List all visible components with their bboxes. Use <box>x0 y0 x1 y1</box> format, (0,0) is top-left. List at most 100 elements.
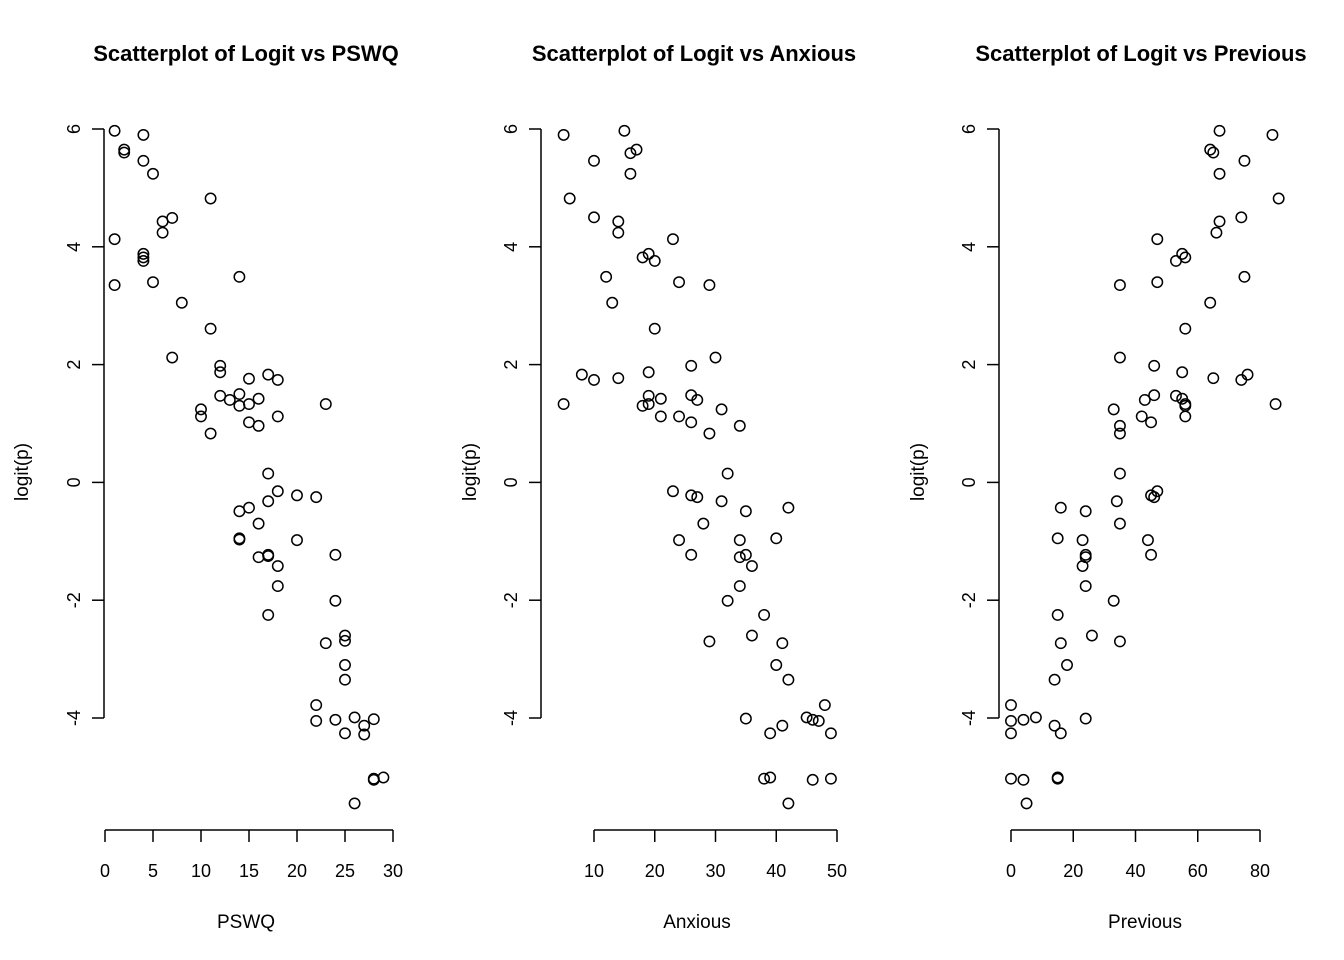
scatter-point <box>600 270 613 283</box>
y-tick-label: -2 <box>501 592 521 608</box>
x-tick-label: 40 <box>766 861 786 881</box>
scatter-point <box>310 491 323 504</box>
scatter-point <box>1005 714 1017 727</box>
data-points <box>108 124 390 810</box>
scatter-point <box>667 485 679 498</box>
scatter-point <box>1207 372 1220 385</box>
scatter-point <box>770 532 783 545</box>
scatter-point <box>1061 659 1073 671</box>
scatter-point <box>1142 534 1154 547</box>
y-tick-label: 2 <box>501 360 521 370</box>
scatter-point <box>1051 608 1064 621</box>
scatter-point <box>1148 359 1161 372</box>
scatter-point <box>782 797 795 810</box>
x-tick-label: 30 <box>383 861 403 881</box>
scatter-point <box>642 247 655 260</box>
scatter-point <box>1176 247 1189 260</box>
scatter-point <box>624 167 637 180</box>
scatter-point <box>252 551 265 564</box>
scatter-point <box>108 233 121 246</box>
scatter-point <box>223 393 236 406</box>
scatter-point <box>1017 773 1030 786</box>
scatter-point <box>673 276 685 289</box>
scatter-point <box>147 167 159 180</box>
scatter-point <box>1204 143 1217 156</box>
scatter-point <box>1204 296 1217 309</box>
scatter-point <box>1020 797 1033 810</box>
scatter-point <box>214 359 227 372</box>
scatter-point <box>1170 389 1182 402</box>
y-axis-label: logit(p) <box>908 443 929 501</box>
scatter-point <box>721 467 734 480</box>
scatter-point <box>195 410 207 423</box>
scatter-point <box>733 534 746 547</box>
scatter-point <box>252 392 265 405</box>
scatter-point <box>1113 467 1126 480</box>
scatter-point <box>252 419 265 432</box>
scatter-point <box>348 797 361 810</box>
scatter-point <box>252 517 265 530</box>
scatter-point <box>1054 637 1067 650</box>
scatter-point <box>776 719 789 732</box>
scatter-point <box>156 226 169 239</box>
scatter-point <box>824 772 837 785</box>
scatter-point <box>319 637 332 650</box>
scatter-point <box>271 580 284 593</box>
scatter-point <box>1235 211 1248 224</box>
scatter-point <box>733 551 746 564</box>
scatter-point <box>776 637 789 650</box>
scatter-point <box>1151 276 1164 289</box>
scatter-point <box>746 560 758 572</box>
scatter-point <box>195 403 207 416</box>
scatter-point <box>329 713 342 726</box>
scatter-point <box>642 398 655 411</box>
scatter-point <box>685 416 698 429</box>
x-tick-label: 40 <box>1125 861 1145 881</box>
scatter-point <box>636 251 649 264</box>
scatter-point <box>636 399 649 412</box>
scatter-point <box>563 192 576 205</box>
scatter-point <box>1113 419 1126 432</box>
scatter-point <box>667 233 679 246</box>
scatter-point <box>137 251 150 264</box>
scatter-point <box>339 659 351 671</box>
scatter-point <box>329 548 342 561</box>
scatter-point <box>1151 233 1164 246</box>
y-tick-label: 0 <box>64 477 84 487</box>
scatter-point <box>367 713 380 726</box>
scatter-point <box>1005 699 1017 711</box>
scatter-point <box>377 771 390 784</box>
scatter-point <box>137 154 150 167</box>
scatter-point <box>746 629 758 642</box>
scatter-point <box>739 712 752 725</box>
scatter-point <box>1179 410 1192 423</box>
scatter-point <box>1107 594 1120 607</box>
scatter-point <box>1107 403 1120 416</box>
scatter-point <box>824 727 837 740</box>
scatter-point <box>214 366 227 379</box>
scatter-point <box>108 279 121 292</box>
scatter-point <box>233 388 246 400</box>
scatter-point <box>1145 548 1158 561</box>
scatter-point <box>654 392 667 405</box>
scatter-point <box>642 389 655 402</box>
scatter-point <box>118 146 131 159</box>
y-axis-label: logit(p) <box>460 443 481 501</box>
scatter-point <box>243 372 255 385</box>
scatter-point <box>271 485 284 498</box>
x-axis-label: PSWQ <box>217 912 275 933</box>
scatter-point <box>137 128 150 141</box>
scatter-point <box>557 398 570 411</box>
x-tick-label: 25 <box>335 861 355 881</box>
scatter-point <box>654 410 667 423</box>
scatter-point <box>291 489 303 502</box>
x-axis-label: Previous <box>1108 912 1182 933</box>
scatter-point <box>291 534 303 547</box>
scatter-point <box>243 398 255 411</box>
scatter-point <box>703 279 716 292</box>
scatter-point <box>606 296 619 309</box>
scatter-point <box>1029 711 1042 724</box>
